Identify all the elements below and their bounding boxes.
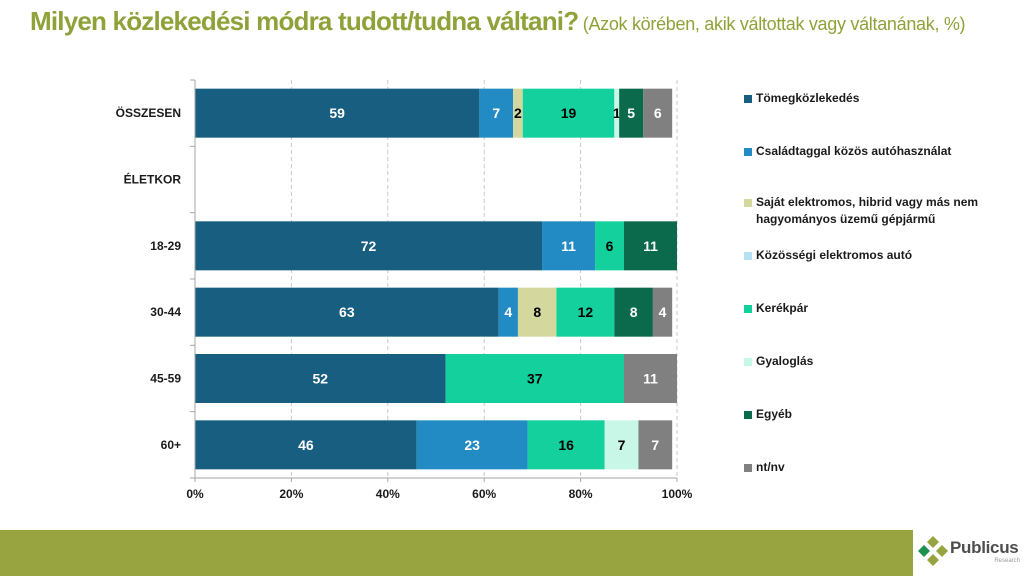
data-label: 11	[643, 371, 658, 387]
category-label: ÉLETKOR	[124, 172, 182, 187]
bar-segment	[527, 420, 605, 470]
legend-swatch-icon	[744, 358, 752, 366]
data-label: 5	[627, 105, 635, 121]
x-tick-label: 100%	[662, 487, 693, 501]
legend-swatch-icon	[744, 148, 752, 156]
legend-item: Kerékpár	[744, 300, 994, 317]
legend-item: nt/nv	[744, 459, 994, 476]
legend-swatch-icon	[744, 411, 752, 419]
legend-label: Családtaggal közös autóhasználat	[756, 144, 952, 158]
bar-segment	[195, 287, 499, 337]
bar-segment	[445, 354, 624, 403]
legend-item: Családtaggal közös autóhasználat	[744, 143, 994, 160]
x-tick-label: 0%	[186, 487, 204, 501]
legend-item: Gyaloglás	[744, 353, 994, 370]
data-label: 8	[533, 304, 541, 320]
data-label: 52	[313, 371, 329, 387]
data-label: 1	[613, 105, 621, 121]
data-label: 23	[464, 437, 480, 453]
legend-label: nt/nv	[756, 460, 785, 474]
bar-segment	[595, 221, 624, 271]
data-label: 7	[651, 437, 659, 453]
bar-segment	[623, 354, 677, 403]
data-label: 59	[329, 105, 345, 121]
x-tick-label: 80%	[569, 487, 593, 501]
bar-segment	[652, 287, 673, 337]
title-main: Milyen közlekedési módra tudott/tudna vá…	[30, 6, 579, 36]
category-label: 30-44	[150, 305, 181, 319]
bar-segment	[522, 88, 615, 138]
data-label: 7	[492, 105, 500, 121]
data-label: 11	[561, 238, 576, 254]
logo-diamonds-icon	[918, 536, 948, 566]
legend-label: Tömegközlekedés	[756, 91, 860, 105]
logo-brand-sub: Research	[994, 558, 1020, 564]
data-label: 7	[618, 437, 626, 453]
logo-brand: Publicus	[950, 538, 1019, 557]
legend-swatch-icon	[744, 252, 752, 260]
data-label: 72	[361, 238, 377, 254]
bar-segment	[513, 88, 523, 138]
data-label: 8	[630, 304, 638, 320]
bar-segment	[614, 287, 653, 337]
legend-swatch-icon	[744, 305, 752, 313]
bar-segment	[517, 287, 557, 337]
publicus-logo: Publicus Research	[913, 530, 1024, 576]
legend-label: Egyéb	[756, 407, 793, 421]
bar-segment	[479, 88, 514, 138]
legend-item: Saját elektromos, hibrid vagy más nem ha…	[744, 194, 994, 228]
bar-segment	[614, 88, 620, 138]
category-label: 45-59	[150, 372, 181, 386]
data-label: 2	[514, 105, 522, 121]
data-label: 4	[659, 304, 667, 320]
legend-label: Kerékpár	[756, 301, 809, 315]
bar-segment	[619, 88, 644, 138]
bar-segment	[542, 221, 596, 271]
data-label: 6	[654, 105, 662, 121]
x-tick-label: 20%	[279, 487, 303, 501]
data-label: 46	[298, 437, 314, 453]
legend-item: Közösségi elektromos autó	[744, 247, 994, 264]
x-tick-label: 60%	[472, 487, 496, 501]
footer-band	[0, 530, 1024, 576]
category-label: 60+	[161, 438, 181, 452]
bar-segment	[195, 88, 480, 138]
legend-swatch-icon	[744, 199, 752, 207]
bar-segment	[556, 287, 615, 337]
bar-segment	[416, 420, 528, 470]
data-label: 37	[527, 371, 543, 387]
data-label: 16	[558, 437, 574, 453]
title-subtitle: (Azok körében, akik váltottak vagy válta…	[582, 14, 966, 34]
bar-segment	[623, 221, 677, 271]
legend-label: Saját elektromos, hibrid vagy más nem ha…	[756, 195, 979, 226]
bar-segment	[498, 287, 518, 337]
data-label: 19	[561, 105, 577, 121]
bar-segment	[195, 420, 417, 470]
data-label: 4	[504, 304, 512, 320]
category-label: 18-29	[150, 239, 181, 253]
legend-swatch-icon	[744, 464, 752, 472]
chart-title: Milyen közlekedési módra tudott/tudna vá…	[30, 6, 990, 41]
data-label: 11	[643, 238, 658, 254]
legend-item: Tömegközlekedés	[744, 90, 994, 107]
legend-swatch-icon	[744, 95, 752, 103]
data-label: 12	[578, 304, 594, 320]
data-label: 6	[606, 238, 614, 254]
legend-item: Egyéb	[744, 406, 994, 423]
category-label: ÖSSZESEN	[116, 105, 181, 120]
legend-label: Közösségi elektromos autó	[756, 248, 913, 262]
bar-segment	[643, 88, 673, 138]
bar-segment	[195, 221, 543, 271]
bar-segment	[604, 420, 639, 470]
bar-segment	[638, 420, 673, 470]
legend-label: Gyaloglás	[756, 354, 814, 368]
x-tick-label: 40%	[376, 487, 400, 501]
data-label: 63	[339, 304, 355, 320]
bar-segment	[195, 354, 446, 403]
